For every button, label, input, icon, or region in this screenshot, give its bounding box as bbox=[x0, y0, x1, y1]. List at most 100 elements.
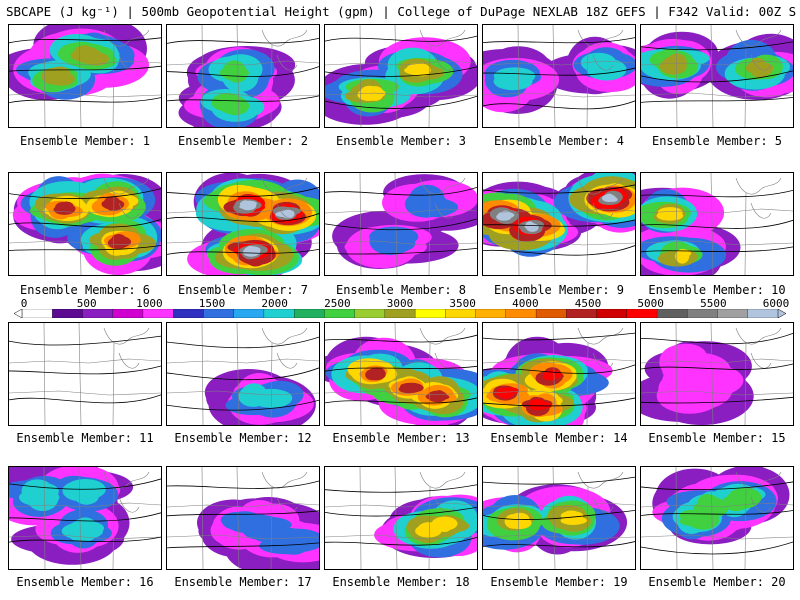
height-contour-line bbox=[325, 397, 477, 404]
state-boundary-line bbox=[167, 534, 319, 540]
state-boundary-line bbox=[167, 358, 319, 364]
colorbar-max-arrow bbox=[777, 309, 786, 318]
colorbar-tick-label: 5500 bbox=[700, 297, 727, 310]
ensemble-member-caption: Ensemble Member: 7 bbox=[177, 283, 309, 297]
cape-field-map bbox=[641, 25, 793, 127]
state-boundary-line bbox=[236, 173, 240, 275]
cape-field-map bbox=[325, 173, 477, 275]
cape-field-map bbox=[325, 467, 477, 569]
cape-contour-fill bbox=[434, 517, 455, 529]
colorbar-swatch bbox=[596, 309, 628, 318]
height-contour-line bbox=[641, 510, 793, 516]
ensemble-map-panel bbox=[640, 466, 794, 570]
cape-contour-fill bbox=[676, 249, 692, 258]
colorbar-swatch bbox=[535, 309, 567, 318]
height-contour-line bbox=[641, 96, 793, 103]
state-boundary-line bbox=[710, 323, 714, 425]
state-boundary-line bbox=[359, 173, 362, 275]
state-boundary-line bbox=[118, 202, 140, 219]
ensemble-member-caption: Ensemble Member: 13 bbox=[332, 431, 470, 445]
colorbar-swatch bbox=[112, 309, 144, 318]
ensemble-map-panel bbox=[8, 24, 162, 128]
state-boundary-line bbox=[428, 486, 431, 569]
state-boundary-line bbox=[434, 202, 456, 219]
state-boundary-line bbox=[428, 192, 431, 275]
ensemble-member-caption: Ensemble Member: 11 bbox=[16, 431, 154, 445]
height-contour-line bbox=[641, 41, 793, 51]
colorbar-tick-label: 3000 bbox=[386, 297, 414, 310]
cape-field-map bbox=[325, 25, 477, 127]
state-boundary-line bbox=[735, 327, 782, 345]
colorbar-swatch bbox=[142, 309, 174, 318]
height-contour-line bbox=[483, 332, 635, 341]
cape-contour-fill bbox=[49, 66, 71, 81]
state-boundary-line bbox=[675, 173, 678, 275]
colorbar-swatch bbox=[21, 309, 53, 318]
height-contour-line bbox=[167, 66, 319, 77]
colorbar-swatch bbox=[82, 309, 114, 318]
state-boundary-line bbox=[592, 54, 614, 71]
height-contour-line bbox=[167, 213, 319, 223]
state-boundary-line bbox=[270, 192, 273, 275]
state-boundary-line bbox=[112, 342, 115, 425]
height-contour-line bbox=[483, 510, 635, 520]
state-boundary-line bbox=[517, 173, 520, 275]
state-boundary-line bbox=[43, 25, 46, 127]
ensemble-map-panel bbox=[8, 466, 162, 570]
height-contour-line bbox=[325, 95, 477, 109]
colorbar-swatch bbox=[354, 309, 386, 318]
state-boundary-line bbox=[428, 342, 431, 425]
state-boundary-line bbox=[750, 496, 772, 513]
cape-field-map bbox=[167, 467, 319, 569]
height-contour-line bbox=[9, 97, 161, 104]
cape-contour-fill bbox=[562, 510, 581, 522]
state-boundary-line bbox=[552, 25, 556, 127]
state-boundary-line bbox=[9, 502, 161, 508]
state-boundary-line bbox=[592, 496, 614, 513]
colorbar-tick-label: 4500 bbox=[574, 297, 602, 310]
state-boundary-line bbox=[592, 352, 614, 369]
state-boundary-line bbox=[483, 92, 635, 98]
state-boundary-line bbox=[103, 177, 150, 195]
colorbar-swatch bbox=[505, 309, 537, 318]
ensemble-map-panel bbox=[324, 466, 478, 570]
state-boundary-line bbox=[483, 358, 635, 364]
colorbar-tick-label: 1000 bbox=[136, 297, 163, 310]
state-boundary-line bbox=[428, 44, 431, 127]
state-boundary-line bbox=[325, 358, 477, 364]
state-boundary-line bbox=[118, 54, 140, 71]
height-contour-line bbox=[325, 218, 477, 231]
state-boundary-line bbox=[261, 177, 308, 195]
ensemble-map-panel bbox=[640, 172, 794, 276]
height-contour-line bbox=[9, 65, 161, 72]
cape-contour-fill bbox=[404, 382, 421, 393]
cape-field-map bbox=[483, 467, 635, 569]
cape-contour-fill bbox=[60, 201, 74, 212]
ensemble-map-panel bbox=[640, 322, 794, 426]
state-boundary-line bbox=[112, 192, 115, 275]
state-boundary-line bbox=[201, 173, 204, 275]
height-contour-line bbox=[325, 536, 477, 546]
cape-contour-fill bbox=[428, 391, 441, 402]
state-boundary-line bbox=[577, 327, 624, 345]
colorbar-swatch bbox=[324, 309, 356, 318]
height-contour-line bbox=[483, 100, 635, 110]
height-contour-line bbox=[483, 397, 635, 407]
height-contour-line bbox=[9, 478, 161, 490]
state-boundary-line bbox=[586, 486, 589, 569]
colorbar-tick-label: 2000 bbox=[261, 297, 288, 310]
state-boundary-line bbox=[710, 467, 714, 569]
state-boundary-line bbox=[419, 177, 466, 195]
cape-contour-fill bbox=[109, 236, 132, 248]
state-boundary-line bbox=[434, 496, 456, 513]
ensemble-member-caption: Ensemble Member: 4 bbox=[493, 134, 625, 148]
state-boundary-line bbox=[675, 25, 678, 127]
state-boundary-line bbox=[325, 92, 477, 98]
ensemble-member-caption: Ensemble Member: 18 bbox=[332, 575, 470, 589]
state-boundary-line bbox=[359, 467, 362, 569]
cape-contour-fill bbox=[21, 479, 54, 503]
state-boundary-line bbox=[552, 173, 556, 275]
colorbar-swatch bbox=[717, 309, 749, 318]
state-boundary-line bbox=[641, 208, 793, 214]
cape-field-map bbox=[641, 173, 793, 275]
